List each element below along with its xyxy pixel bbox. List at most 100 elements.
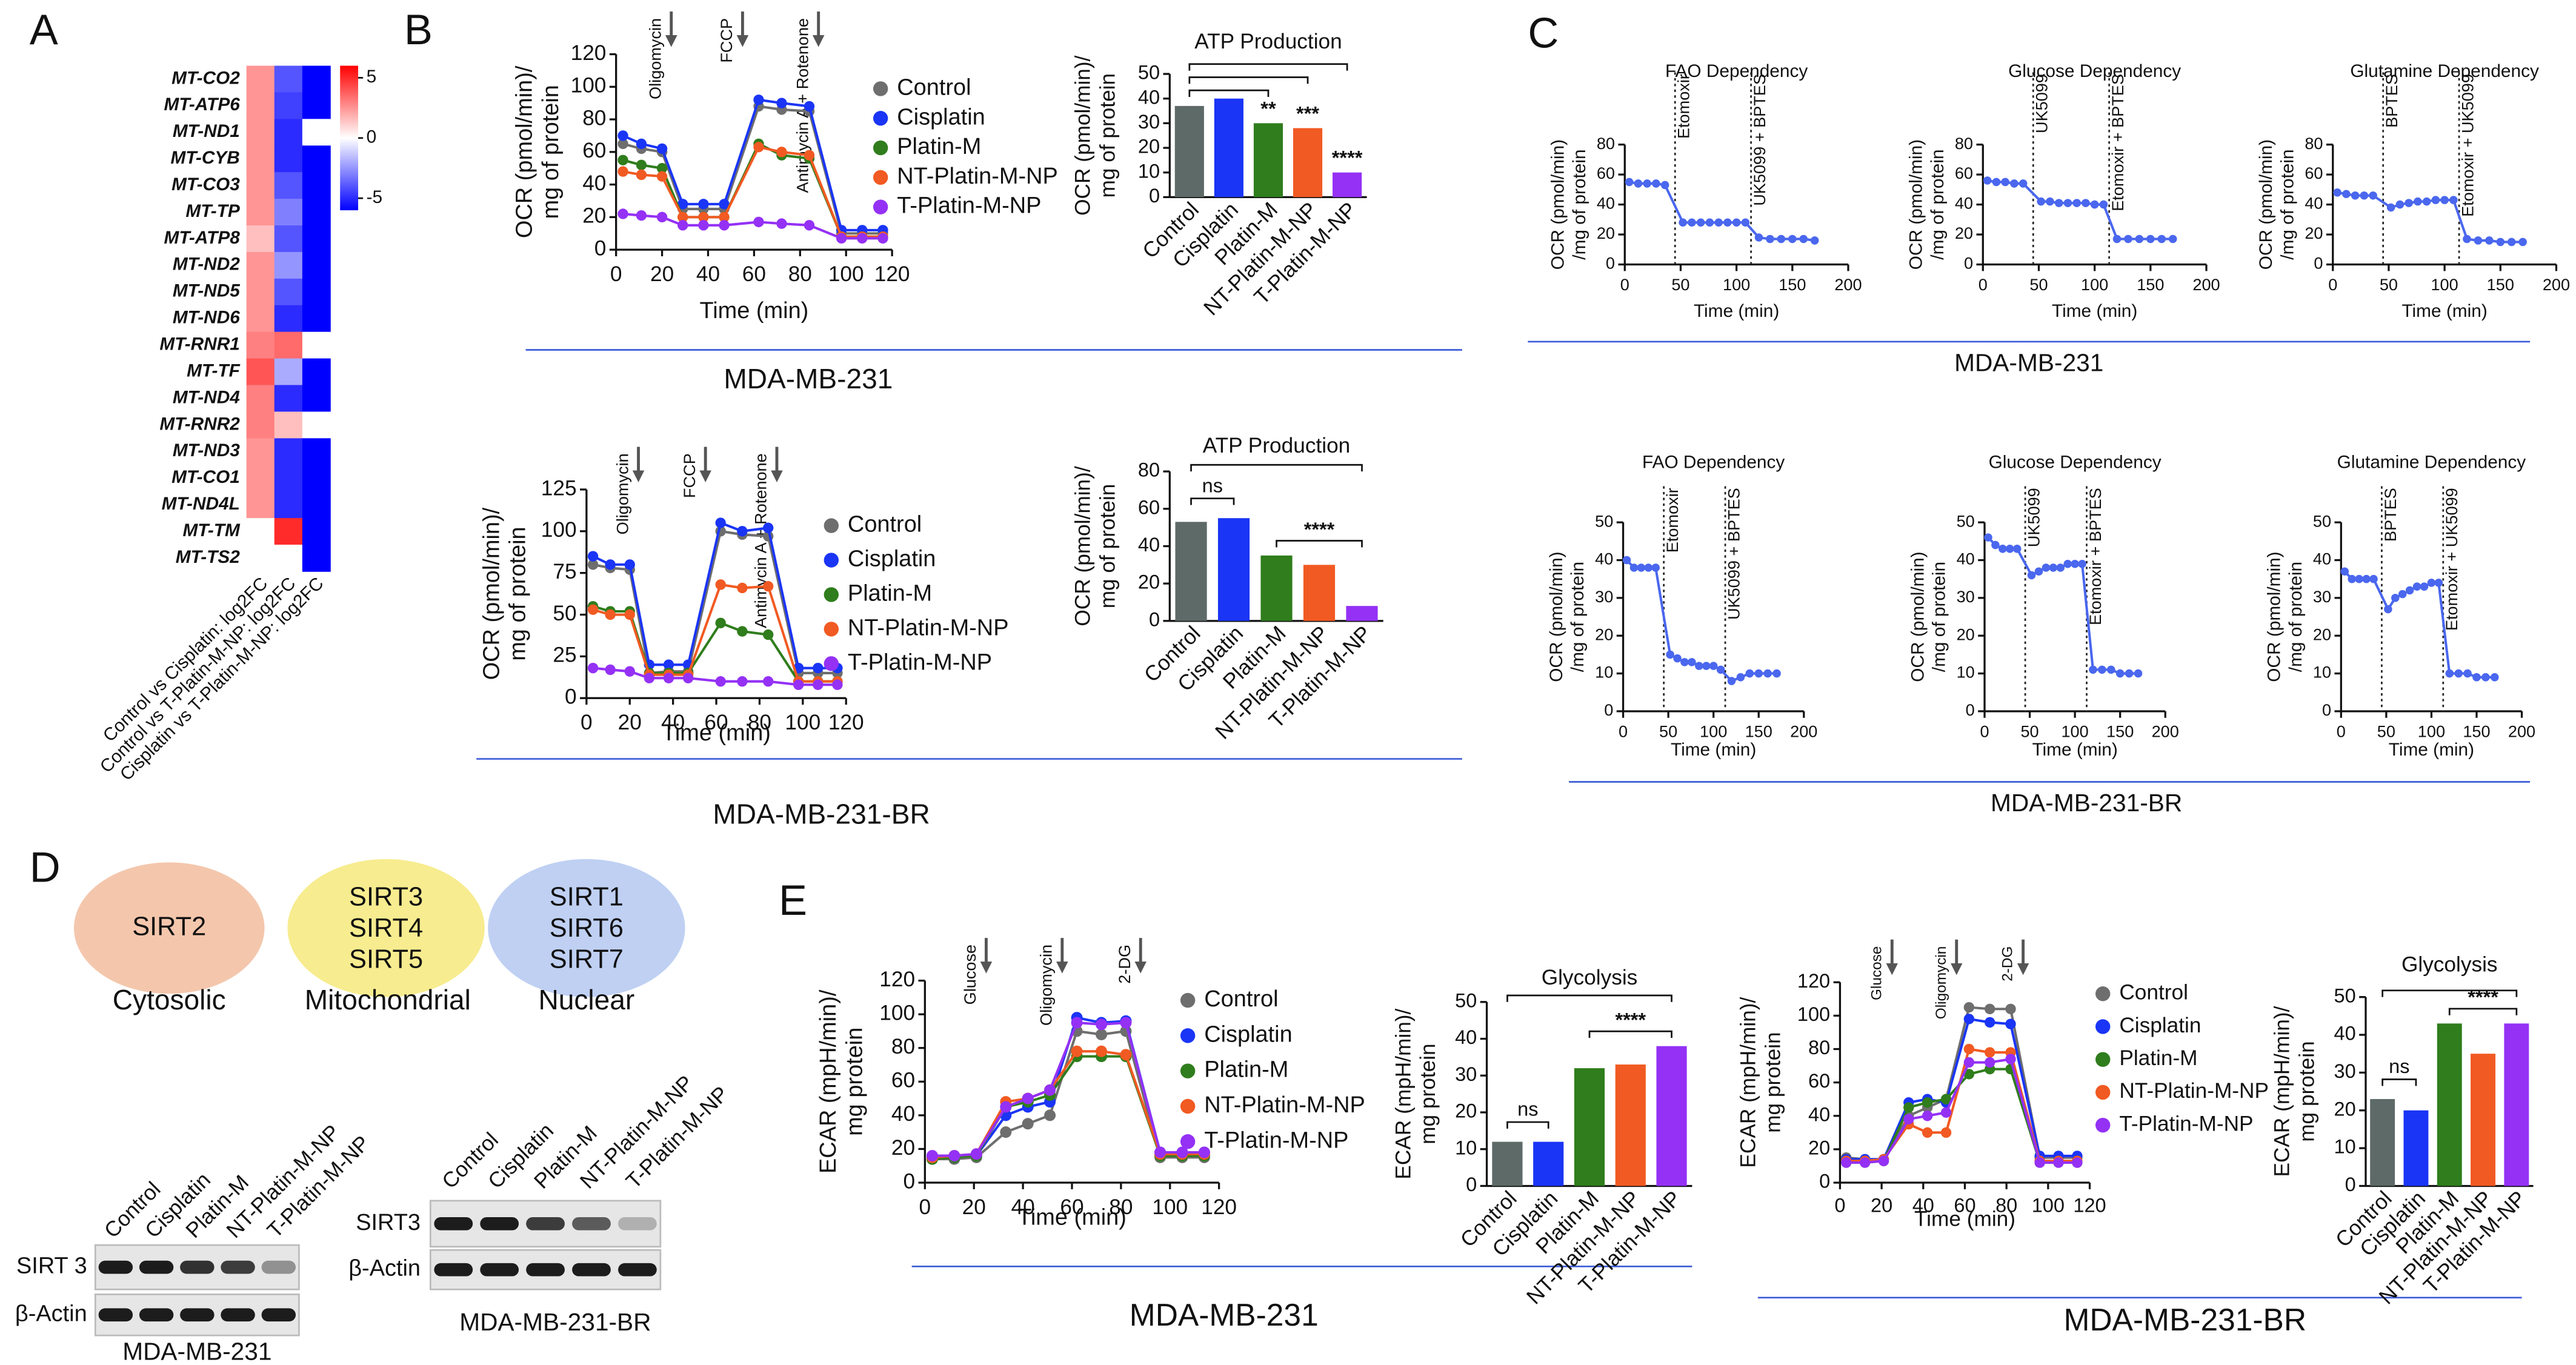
heatmap-cell (302, 305, 331, 333)
data-point (1044, 1109, 1056, 1121)
x-tick-label: 80 (788, 262, 812, 286)
y-axis-label: ECAR (mpH/min)/ (816, 989, 841, 1174)
y-axis-label: ECAR (mpH/min)/ (1391, 1008, 1415, 1179)
y-tick-label: 0 (1964, 254, 1973, 273)
heatmap-cell (246, 518, 275, 545)
x-axis-label: Time (min) (662, 720, 771, 746)
location-label: Nuclear (538, 984, 634, 1015)
y-tick-label: 30 (2313, 587, 2331, 606)
x-tick-label: 150 (2137, 275, 2164, 294)
data-point (2053, 1157, 2064, 1168)
bar (2437, 1023, 2462, 1186)
legend-marker (824, 587, 839, 602)
data-point (2384, 605, 2392, 614)
x-tick-label: 120 (2073, 1195, 2106, 1217)
heatmap-cell (246, 491, 275, 519)
y-axis-label: mg protein (842, 1028, 868, 1136)
heatmap-cell (302, 358, 331, 386)
x-tick-label: 150 (2463, 722, 2490, 740)
heatmap-cell (302, 119, 331, 147)
data-point (2445, 669, 2454, 678)
heatmap-cell (302, 385, 331, 413)
data-point (617, 138, 628, 150)
significance-bracket (1276, 540, 1363, 548)
data-point (2027, 571, 2036, 580)
data-point (1766, 234, 1774, 244)
row-label: MT-ND3 (173, 440, 240, 460)
significance-bracket (1506, 994, 1672, 1002)
data-point (763, 676, 774, 687)
significance-bracket (1188, 63, 1348, 71)
data-point (2391, 594, 2400, 602)
y-axis-label: mg of protein (1096, 484, 1119, 609)
y-tick-label: 40 (1955, 194, 1973, 213)
heatmap-cell (302, 545, 331, 572)
data-point (1992, 178, 2001, 187)
data-point (624, 559, 635, 570)
data-point (926, 1150, 938, 1162)
data-point (2042, 563, 2051, 572)
legend-label: Control (897, 75, 971, 100)
x-tick-label: 0 (610, 262, 622, 286)
blot-band (618, 1217, 657, 1230)
data-point (1096, 1028, 1108, 1040)
x-tick-label: 200 (2543, 275, 2570, 294)
row-label: MT-CO1 (171, 467, 240, 487)
y-tick-label: 40 (1138, 534, 1160, 556)
heatmap-cell (246, 385, 275, 413)
legend-marker (1180, 1098, 1196, 1114)
y-tick-label: 50 (1455, 989, 1477, 1011)
colorbar-tick-label: -5 (367, 187, 383, 207)
row-label: MT-ND4L (162, 494, 240, 514)
heatmap-cell (302, 331, 331, 359)
y-tick-label: 75 (553, 560, 576, 583)
significance-label: **** (1304, 519, 1335, 540)
panel-label: B (404, 5, 433, 53)
data-point (2034, 1157, 2045, 1168)
data-point (877, 233, 888, 244)
row-label: MT-RNR2 (159, 414, 240, 434)
heatmap-cell (274, 199, 303, 226)
x-tick-label: 150 (2487, 275, 2514, 294)
y-tick-label: 100 (1797, 1003, 1830, 1025)
data-point (2005, 545, 2014, 553)
data-point (2405, 586, 2414, 595)
data-point (2414, 197, 2422, 206)
y-tick-label: 10 (1595, 663, 1613, 682)
data-point (2360, 191, 2369, 200)
legend-marker (873, 170, 888, 185)
x-axis-label: Time (min) (2389, 740, 2474, 760)
data-point (2005, 1003, 2016, 1015)
data-point (2135, 234, 2144, 244)
data-point (1754, 669, 1763, 678)
blot-band (221, 1308, 255, 1322)
x-tick-label: 60 (1060, 1195, 1083, 1219)
x-tick-label: 20 (618, 711, 642, 734)
data-point (1859, 1157, 1871, 1168)
data-point (763, 522, 774, 533)
heatmap-cell (246, 305, 275, 333)
data-point (1922, 1111, 1933, 1121)
data-point (1714, 218, 1723, 227)
x-tick-label: 40 (661, 711, 685, 734)
y-tick-label: 40 (2334, 1023, 2356, 1045)
data-point (2440, 196, 2449, 204)
data-point (2333, 188, 2341, 197)
chart-title: FAO Dependency (1665, 61, 1808, 81)
data-point (1741, 218, 1750, 227)
y-tick-label: 80 (1138, 459, 1160, 481)
y-axis-label: /mg of protein (2286, 562, 2306, 672)
x-tick-label: 150 (1745, 722, 1772, 740)
colorbar-tick-label: 5 (367, 67, 377, 87)
data-point (719, 199, 730, 210)
data-point (1922, 1127, 1933, 1138)
row-label: MT-TP (185, 201, 240, 221)
column-label: Control vs T-Platin-M-NP: log2FC (96, 573, 300, 777)
data-point (2427, 579, 2436, 587)
x-tick-label: 200 (2508, 722, 2535, 740)
y-tick-label: 60 (582, 139, 606, 162)
data-point (2340, 567, 2349, 576)
heatmap-cell (246, 92, 275, 120)
data-point (2518, 237, 2527, 247)
blot-band (139, 1260, 174, 1274)
